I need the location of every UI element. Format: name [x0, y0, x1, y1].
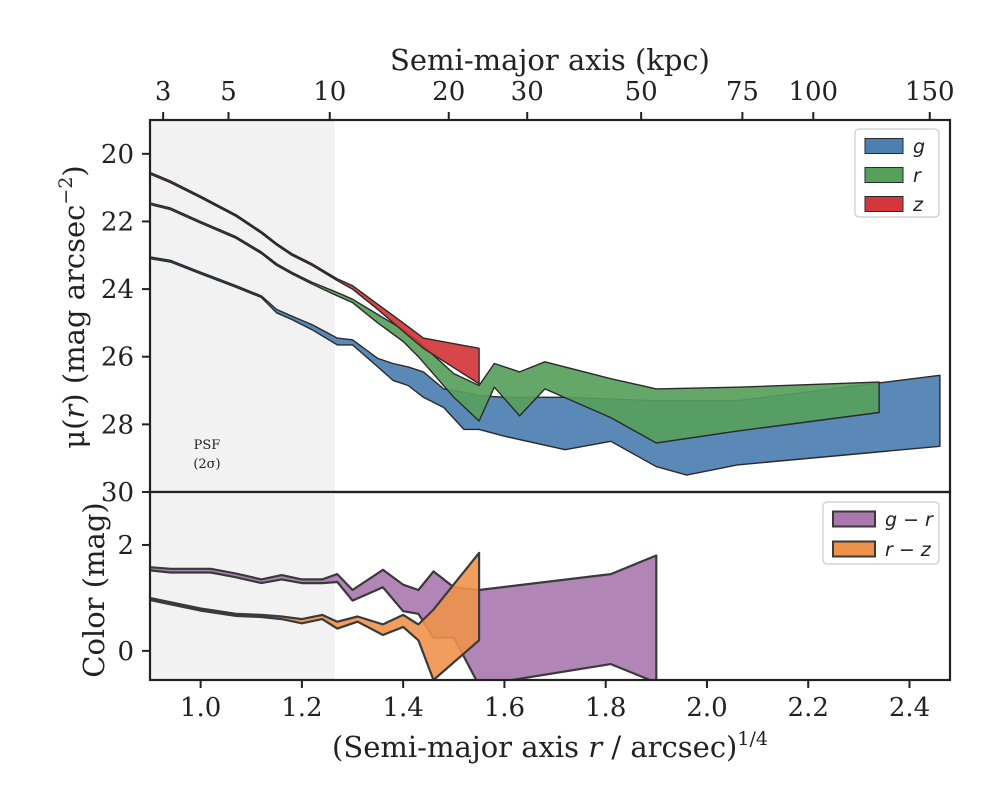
color-panel: 02 1.0 1.2 1.4 1.6 1.8 2.0 2.2 2.4 (Semi-major … — [77, 490, 952, 764]
y-tick-label: 26 — [101, 343, 134, 373]
x-tick-label: 1.0 — [180, 693, 221, 723]
top-y-axis-title: μ(r) (mag arcsec−2) — [55, 165, 91, 449]
band-g-minus-r — [150, 554, 658, 680]
psf-shaded-region — [150, 120, 335, 492]
bottom-y-axis-title: Color (mag) — [77, 502, 111, 677]
top-x-tick-label: 50 — [625, 77, 658, 107]
legend-label: g — [913, 136, 925, 158]
legend-swatch — [864, 138, 904, 154]
legend-label: g − r — [885, 509, 934, 531]
bottom-y-ticks: 02 — [117, 531, 150, 667]
top-x-tick-label: 10 — [313, 77, 346, 107]
legend-label: r — [913, 165, 922, 187]
y-tick-label: 0 — [117, 637, 134, 667]
band-r-minus-z — [150, 551, 481, 680]
x-tick-label: 1.8 — [585, 693, 626, 723]
psf-label: PSF — [194, 438, 221, 453]
color-series — [150, 551, 658, 680]
top-legend: grz — [854, 128, 940, 218]
psf-shaded-region-bottom — [150, 492, 335, 680]
bottom-panel-frame — [148, 490, 952, 682]
x-tick-label: 2.0 — [686, 693, 727, 723]
legend-label: z — [912, 194, 924, 216]
y-tick-label: 24 — [101, 275, 134, 305]
top-x-axis-title: Semi-major axis (kpc) — [390, 43, 710, 77]
x-tick-label: 1.6 — [484, 693, 525, 723]
x-tick-label: 1.2 — [281, 693, 322, 723]
band-r — [150, 202, 880, 444]
top-x-tick-label: 100 — [788, 77, 838, 107]
bottom-x-ticks: 1.0 1.2 1.4 1.6 1.8 2.0 2.2 2.4 — [180, 680, 930, 723]
top-x-tick-label: 75 — [726, 77, 759, 107]
y-tick-label: 20 — [101, 140, 134, 170]
band-z — [150, 171, 480, 385]
legend-label: r − z — [885, 539, 932, 561]
top-x-tick-label: 5 — [220, 77, 237, 107]
top-x-tick-label: 150 — [905, 77, 955, 107]
y-tick-label: 22 — [101, 207, 134, 237]
legend-swatch — [864, 167, 904, 183]
legend-swatch — [832, 540, 876, 558]
bottom-legend: g − r r − z — [822, 501, 940, 565]
y-tick-label: 30 — [101, 478, 134, 508]
x-tick-label: 2.4 — [889, 693, 930, 723]
psf-sigma-label: (2σ) — [193, 457, 220, 472]
top-x-ticks: 3 5 10 20 30 50 75 100 150 — [155, 77, 955, 120]
y-tick-label: 28 — [101, 410, 134, 440]
x-tick-label: 2.2 — [788, 693, 829, 723]
top-x-tick-label: 30 — [511, 77, 544, 107]
top-x-tick-label: 3 — [155, 77, 172, 107]
legend-swatch — [864, 196, 904, 212]
y-tick-label: 2 — [117, 531, 134, 561]
legend-swatch — [832, 510, 876, 528]
top-x-tick-label: 20 — [432, 77, 465, 107]
bottom-x-axis-title: (Semi-major axis r / arcsec)1/4 — [332, 728, 768, 764]
x-tick-label: 1.4 — [382, 693, 423, 723]
surface-brightness-panel: 20 22 24 26 28 30 3 5 10 20 30 50 75 100 150 Semi-maj… — [55, 43, 955, 508]
surface-brightness-series — [150, 171, 941, 476]
top-y-ticks: 20 22 24 26 28 30 — [101, 140, 150, 508]
